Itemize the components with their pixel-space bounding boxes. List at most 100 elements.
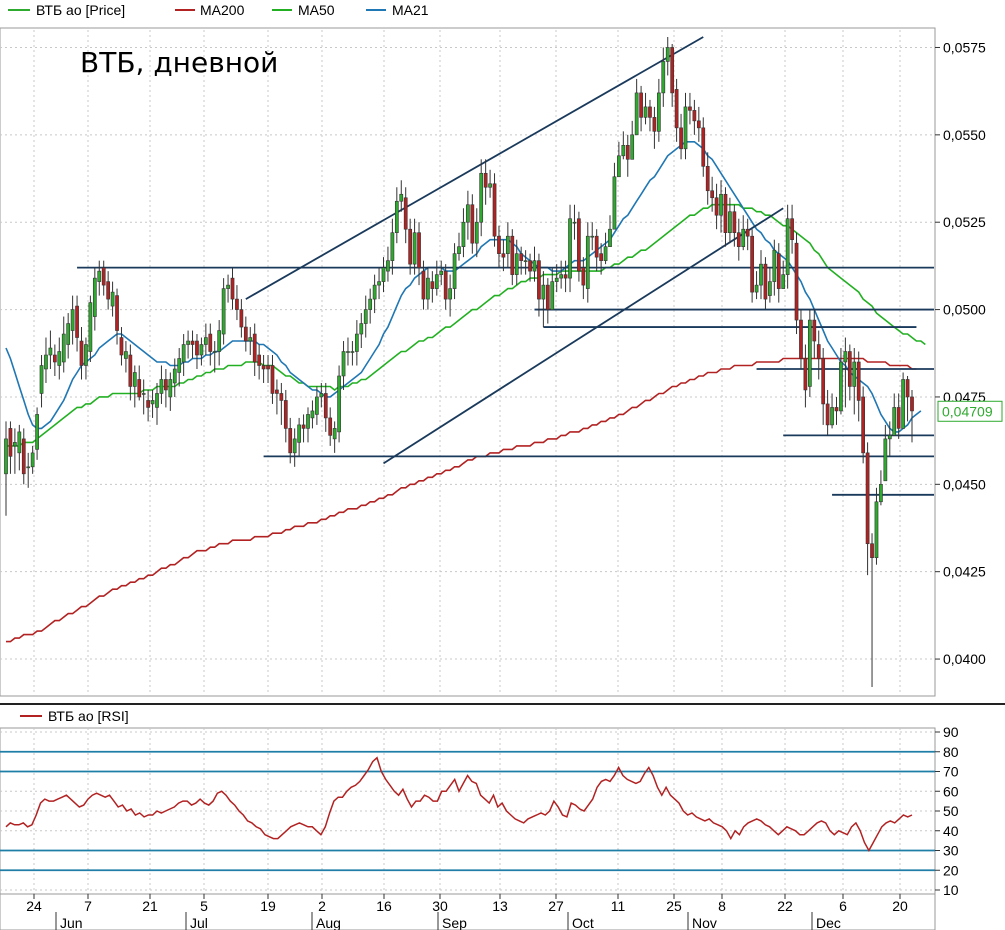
price-y-tick-label: 0,0575 <box>943 39 986 55</box>
candle-body <box>137 379 142 398</box>
candle-body <box>492 183 497 237</box>
x-day-label: 5 <box>200 898 208 914</box>
candle-body <box>887 435 892 440</box>
candle-body <box>350 351 355 353</box>
trend-channel-line <box>245 36 704 300</box>
candle-body <box>750 235 754 293</box>
candle-body <box>434 274 439 289</box>
candle-body <box>816 344 821 359</box>
candle-body <box>172 368 177 384</box>
candle-body <box>426 277 430 300</box>
candle-body <box>683 106 688 150</box>
candle-body <box>70 309 75 331</box>
candle-body <box>368 298 373 310</box>
candle-body <box>594 235 599 258</box>
candle-body <box>452 253 457 289</box>
candle-body <box>821 358 826 405</box>
x-day-label: 8 <box>718 898 726 914</box>
candle-body <box>781 274 786 289</box>
candle-body <box>235 298 239 310</box>
price-y-tick-label: 0,0450 <box>943 476 986 492</box>
x-day-label: 21 <box>142 898 158 914</box>
candle-body <box>905 379 910 398</box>
candle-body <box>648 106 652 118</box>
candle-body <box>612 176 617 230</box>
rsi-y-tick-label: 20 <box>943 862 959 878</box>
price-panel-frame <box>0 27 936 697</box>
x-day-label: 16 <box>376 898 392 914</box>
candle-body <box>21 438 26 475</box>
candle-body <box>896 407 901 429</box>
x-day-label: 24 <box>26 898 42 914</box>
candle-body <box>639 92 643 118</box>
candle-body <box>230 277 235 300</box>
rsi-y-tick-label: 30 <box>943 843 959 859</box>
x-day-label: 27 <box>548 898 564 914</box>
candle-body <box>474 221 479 244</box>
candle-body <box>35 414 39 450</box>
candle-body <box>203 337 208 345</box>
candle-body <box>44 354 48 370</box>
candle-body <box>550 281 555 310</box>
candle-body <box>4 438 8 475</box>
candle-body <box>568 218 572 279</box>
candle-body <box>283 400 288 429</box>
candle-body <box>741 228 746 247</box>
candle-body <box>519 253 524 261</box>
candle-body <box>577 218 581 272</box>
candle-body <box>146 400 150 408</box>
candle-body <box>501 253 506 258</box>
candle-body <box>843 351 848 363</box>
candle-body <box>656 92 661 132</box>
price-grid <box>0 30 935 696</box>
rsi-y-tick-label: 80 <box>943 744 959 760</box>
candle-body <box>901 379 905 429</box>
candle-body <box>728 211 732 233</box>
candle-body <box>670 47 675 94</box>
x-axis: 24 7 21 5 19 2 16 30 13 27 11 25 8 22 6 20 Jun Jul Aug Sep O… <box>26 894 908 930</box>
candle-body <box>696 120 701 129</box>
ma-line-ma21 <box>5 141 922 433</box>
candle-body <box>359 323 364 335</box>
candle-body <box>399 193 404 202</box>
candle-body <box>106 281 111 300</box>
x-day-label: 11 <box>611 898 626 914</box>
rsi-grid <box>0 728 935 894</box>
candle-body <box>794 242 799 321</box>
rsi-y-axis: 90 80 70 60 50 40 30 20 10 <box>935 724 959 898</box>
x-day-label: 22 <box>777 898 793 914</box>
candle-body <box>212 351 217 353</box>
x-axis-frame <box>0 893 936 930</box>
candle-body <box>839 361 843 412</box>
candle-body <box>563 274 568 279</box>
rsi-y-tick-label: 50 <box>943 803 959 819</box>
candle-body <box>865 452 870 545</box>
candle-body <box>408 228 413 265</box>
x-day-label: 2 <box>318 898 326 914</box>
candle-body <box>97 270 102 282</box>
candle-body <box>199 344 204 356</box>
price-y-tick-label: 0,0525 <box>943 214 986 230</box>
candle-body <box>879 484 883 503</box>
rsi-series-line <box>5 756 913 853</box>
candle-body <box>590 235 595 238</box>
candle-body <box>723 193 728 233</box>
price-y-tick-label: 0,0425 <box>943 564 986 580</box>
candle-body <box>874 501 879 559</box>
candle-body <box>541 284 546 300</box>
candle-body <box>150 400 155 405</box>
candle-body <box>599 253 603 261</box>
candle-body <box>306 414 310 429</box>
candles <box>4 36 914 688</box>
candle-body <box>217 330 222 352</box>
candle-body <box>488 183 492 188</box>
candle-body <box>195 340 199 356</box>
rsi-legend-label: ВТБ ао [RSI] <box>48 708 129 724</box>
candle-body <box>790 218 794 240</box>
price-y-tick-label: 0,0500 <box>943 302 986 318</box>
candle-body <box>856 361 861 401</box>
candle-body <box>679 127 683 150</box>
candle-body <box>772 249 777 282</box>
legend-ma21-label: MA21 <box>392 2 429 18</box>
last-price-label: 0,04709 <box>942 403 993 419</box>
